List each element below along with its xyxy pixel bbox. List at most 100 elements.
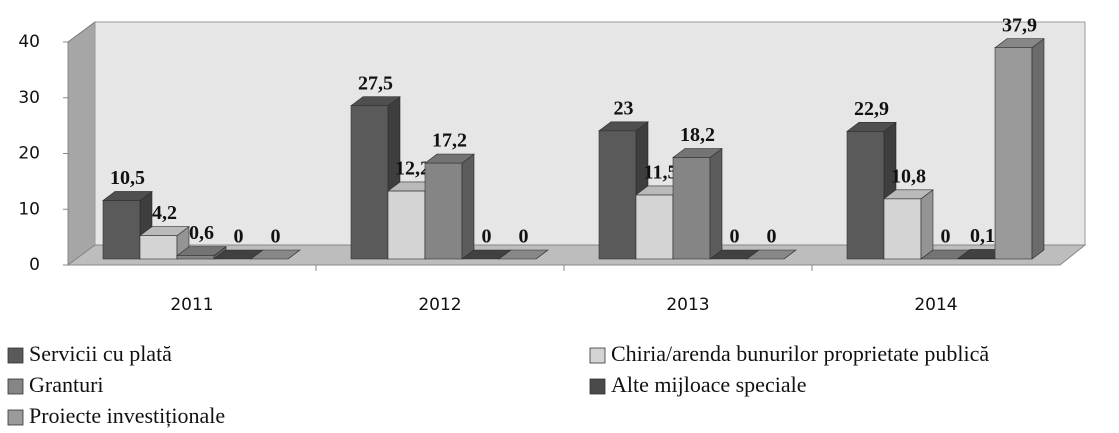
bar: [746, 249, 797, 260]
legend-swatch: [7, 409, 24, 426]
bar-top-shade: [673, 148, 722, 158]
bar-top: [498, 249, 549, 260]
bar-top: [672, 148, 723, 158]
data-label: 0: [767, 226, 777, 248]
data-label: 4,2: [152, 202, 177, 224]
bar-top-shade: [177, 246, 226, 256]
bar-top-shade: [599, 121, 648, 131]
bar-front: [387, 190, 426, 260]
bar-side-shade: [921, 189, 933, 259]
bar-top-shade: [214, 250, 263, 259]
bar-top-shade: [462, 250, 511, 259]
data-label: 11,5: [644, 161, 678, 183]
data-label: 0: [234, 226, 244, 248]
bar-front: [424, 162, 463, 260]
legend-swatch: [7, 378, 24, 395]
bar: [883, 189, 934, 260]
bar: [350, 96, 401, 260]
y-tick-label: 40: [18, 32, 40, 52]
data-label: 22,9: [854, 98, 889, 120]
data-label: 37,9: [1002, 14, 1037, 36]
y-tick-label: 30: [18, 88, 40, 108]
legend-label: Servicii cu plată: [29, 341, 172, 366]
bar-top: [176, 246, 227, 256]
data-label: 12,2: [395, 158, 430, 180]
bar-top: [846, 122, 897, 132]
bar-top: [350, 96, 401, 106]
data-label: 0,6: [189, 222, 214, 244]
bar-top-shade: [884, 189, 933, 199]
back-wall: [94, 21, 1086, 246]
bar-top: [746, 249, 797, 260]
x-tick-label: 2011: [170, 295, 213, 315]
bar-front: [139, 235, 178, 260]
bar-top-shade: [140, 226, 189, 236]
data-label: 0: [271, 226, 281, 248]
bar-front: [883, 198, 922, 260]
legend-label: Chiria/arenda bunurilor proprietate publ…: [611, 341, 989, 366]
bar-front: [598, 130, 637, 260]
bar-front: [846, 131, 885, 260]
bar-top-shade: [351, 96, 400, 106]
bar-top: [250, 249, 301, 260]
data-label: 23: [614, 97, 634, 119]
legend-swatch: [589, 378, 606, 395]
legend-swatch: [7, 347, 24, 364]
data-label: 0: [941, 226, 951, 248]
y-tick-label: 0: [29, 255, 40, 275]
bar: [424, 153, 475, 260]
bar-top-shade: [103, 191, 152, 201]
bar-side-shade: [1032, 38, 1044, 259]
bar-top-shade: [710, 250, 759, 259]
y-tick-label: 10: [18, 199, 40, 219]
legend-label: Granturi: [29, 372, 104, 397]
bar-top-shade: [995, 38, 1044, 48]
bar-top-shade: [847, 122, 896, 132]
bar-top: [598, 121, 649, 132]
bar: [498, 249, 549, 260]
data-label: 17,2: [432, 130, 467, 152]
bar-top: [102, 191, 153, 201]
bar-top-shade: [425, 154, 474, 164]
bar-front: [994, 47, 1033, 260]
data-label: 0,1: [970, 225, 995, 247]
bar-front: [350, 105, 389, 260]
legend-label: Proiecte investiționale: [29, 403, 225, 428]
bar-front: [672, 157, 711, 260]
bar-top: [424, 153, 475, 164]
bar-side-shade: [214, 246, 226, 259]
x-tick-label: 2012: [418, 295, 461, 315]
legend-label: Alte mijloace speciale: [611, 372, 806, 397]
data-label: 10,5: [110, 167, 145, 189]
bar-front: [635, 194, 674, 260]
bar-top-shade: [251, 250, 300, 259]
data-label: 18,2: [680, 124, 715, 146]
data-label: 0: [730, 226, 740, 248]
x-tick-label: 2014: [914, 295, 957, 315]
legend-swatch: [589, 347, 606, 364]
bar: [920, 249, 971, 260]
bar: [250, 249, 301, 260]
bar-side-shade: [710, 148, 722, 259]
bar-side-shade: [462, 154, 474, 259]
bar-top-shade: [921, 250, 970, 259]
bar: [672, 147, 723, 260]
bar-top: [139, 226, 190, 236]
bar-top: [994, 38, 1045, 49]
bar-top-shade: [747, 250, 796, 259]
bar-top-shade: [499, 250, 548, 259]
data-label: 10,8: [891, 165, 926, 187]
x-tick-label: 2013: [666, 295, 709, 315]
bar-top: [883, 189, 934, 200]
y-tick-label: 20: [18, 144, 40, 164]
data-label: 0: [482, 226, 492, 248]
data-label: 27,5: [358, 72, 393, 94]
data-label: 0: [519, 226, 529, 248]
bar-front: [102, 200, 141, 260]
side-wall: [67, 21, 96, 266]
bar: [176, 246, 227, 260]
bar: [994, 38, 1045, 260]
bar: [139, 225, 190, 260]
bar-front: [176, 255, 215, 260]
